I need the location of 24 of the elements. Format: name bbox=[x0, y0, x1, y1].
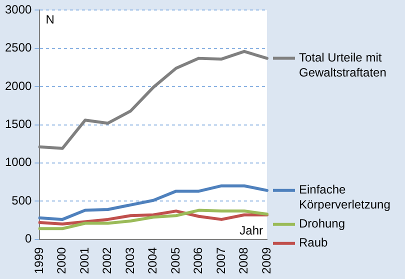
y-tick-label: 1000 bbox=[4, 155, 32, 170]
legend-label: Einfache Körperverletzung bbox=[299, 182, 390, 212]
y-tick-label: 2500 bbox=[4, 40, 32, 55]
x-tick-label: 2005 bbox=[168, 246, 182, 274]
x-axis-title: Jahr bbox=[240, 224, 264, 238]
legend-label: Drohung bbox=[299, 216, 346, 231]
x-tick-label: 2001 bbox=[77, 246, 92, 274]
x-tick-label: 2006 bbox=[191, 246, 206, 274]
y-tick-label: 1500 bbox=[4, 117, 32, 132]
y-tick-label: 3000 bbox=[4, 2, 32, 17]
y-tick-label: 2000 bbox=[4, 78, 32, 93]
legend-label: Raub bbox=[299, 236, 328, 250]
x-tick-label: 1999 bbox=[32, 246, 46, 274]
x-tick-label: 2004 bbox=[146, 246, 160, 274]
legend-label: Total Urteile mit Gewaltstraftaten bbox=[299, 50, 386, 80]
y-tick-label: 500 bbox=[12, 193, 32, 208]
x-tick-label: 2002 bbox=[100, 246, 114, 274]
x-tick-label: 2008 bbox=[236, 246, 251, 274]
y-tick-label: 0 bbox=[25, 232, 32, 246]
x-tick-label: 2007 bbox=[214, 246, 228, 274]
x-tick-label: 2000 bbox=[54, 246, 69, 274]
y-axis-title: N bbox=[46, 12, 54, 27]
x-tick-label: 2009 bbox=[259, 246, 274, 274]
x-tick-label: 2003 bbox=[122, 246, 137, 274]
